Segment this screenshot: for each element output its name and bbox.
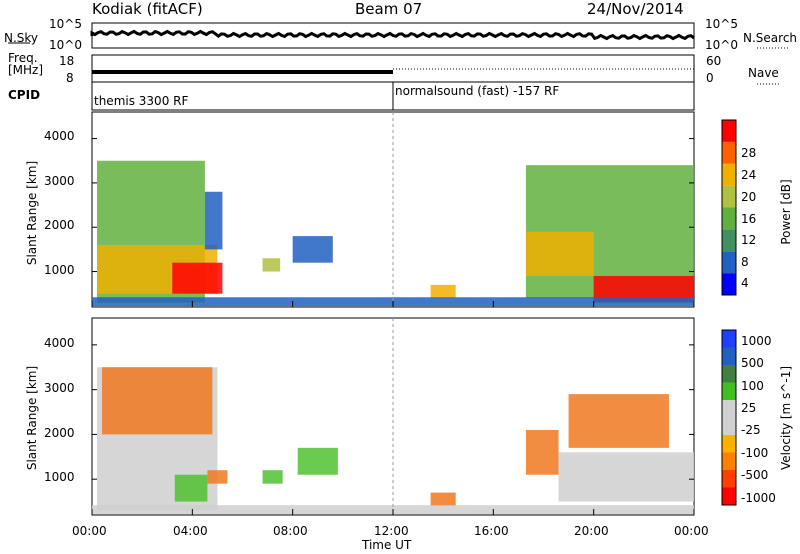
nave-tick-top: 60 <box>706 54 722 68</box>
vel-cb-tick-500: 500 <box>741 356 764 370</box>
vel-ytick-1000: 1000 <box>44 470 75 484</box>
nsearch-tick-bottom: 10^0 <box>705 38 738 52</box>
vel-ytick-2000: 2000 <box>44 426 75 440</box>
velocity-colorbar-seg-2 <box>722 452 736 470</box>
power-ytick-1000: 1000 <box>44 263 75 277</box>
nsearch-tick-top: 10^5 <box>705 17 738 31</box>
vel-ytick-3000: 3000 <box>44 381 75 395</box>
power-colorbar-seg-5 <box>722 163 736 186</box>
velocity-region-7 <box>525 429 559 475</box>
power-cb-tick-4: 4 <box>741 276 749 290</box>
freq-unit: [MHz] <box>8 63 44 77</box>
power-cb-tick-20: 20 <box>741 190 757 204</box>
cpid-left-text: themis 3300 RF <box>94 94 189 108</box>
vel-cb-tick-25: 25 <box>741 401 757 415</box>
power-region-6 <box>430 284 456 299</box>
velocity-region-5 <box>297 447 338 475</box>
vel-cb-label: Velocity [m s^-1] <box>779 365 793 471</box>
power-region-5 <box>292 236 333 263</box>
vel-ylabel: Slant Range [km] <box>25 365 39 471</box>
xlabel: Time UT <box>362 538 412 552</box>
power-ytick-4000: 4000 <box>44 129 75 143</box>
power-ytick-2000: 2000 <box>44 218 75 232</box>
velocity-colorbar-seg-5 <box>722 400 736 418</box>
beam-title: Beam 07 <box>355 0 423 18</box>
power-cb-tick-28: 28 <box>741 146 757 160</box>
velocity-colorbar-seg-0 <box>722 487 736 505</box>
power-region-2 <box>172 262 223 294</box>
power-cb-label: Power [dB] <box>779 179 793 245</box>
velocity-colorbar-seg-4 <box>722 417 736 435</box>
velocity-region-4 <box>262 470 283 484</box>
power-cb-tick-16: 16 <box>741 212 757 226</box>
freq-tick-top: 18 <box>59 54 75 68</box>
power-region-4 <box>262 258 281 272</box>
freq-label: Freq. <box>8 51 38 65</box>
station-title: Kodiak (fitACF) <box>92 0 203 18</box>
velocity-colorbar-seg-6 <box>722 382 736 400</box>
power-cb-tick-12: 12 <box>741 233 757 247</box>
velocity-colorbar-frame <box>721 329 737 506</box>
nsky-label: N.Sky <box>4 31 39 45</box>
power-colorbar-frame <box>721 119 737 296</box>
velocity-region-8 <box>558 452 694 502</box>
velocity-region-6 <box>430 492 456 507</box>
xtick-3: 12:00 <box>374 524 409 538</box>
vel-ytick-4000: 4000 <box>44 336 75 350</box>
vel-cb-tick-1000: 1000 <box>741 334 772 348</box>
xtick-1: 04:00 <box>173 524 208 538</box>
vel-cb-tick-m1000: -1000 <box>741 491 776 505</box>
xtick-5: 20:00 <box>574 524 609 538</box>
vel-cb-tick-m100: -100 <box>741 446 769 460</box>
power-colorbar-seg-6 <box>722 141 736 164</box>
power-region-3 <box>204 191 223 250</box>
nsky-tick-top: 10^5 <box>49 17 82 31</box>
power-ytick-3000: 3000 <box>44 174 75 188</box>
velocity-colorbar-seg-9 <box>722 330 736 348</box>
nsearch-label: N.Search <box>743 31 798 45</box>
vel-cb-tick-m25: -25 <box>741 423 761 437</box>
power-colorbar-seg-7 <box>722 120 736 142</box>
vel-cb-tick-100: 100 <box>741 379 764 393</box>
power-colorbar-seg-0 <box>722 273 736 295</box>
power-colorbar-seg-4 <box>722 185 736 208</box>
nsky-trace <box>90 29 695 41</box>
vel-cb-tick-m500: -500 <box>741 468 769 482</box>
nave-tick-bottom: 0 <box>706 71 714 85</box>
nave-label: Nave <box>748 66 779 80</box>
velocity-colorbar-seg-7 <box>722 365 736 383</box>
xtick-2: 08:00 <box>273 524 308 538</box>
power-colorbar-seg-1 <box>722 251 736 274</box>
velocity-colorbar-seg-3 <box>722 435 736 453</box>
velocity-region-3 <box>207 470 228 484</box>
nsky-tick-bottom: 10^0 <box>49 38 82 52</box>
velocity-region-2 <box>174 474 208 502</box>
velocity-colorbar-seg-1 <box>722 470 736 488</box>
power-colorbar-seg-3 <box>722 207 736 230</box>
cpid-label: CPID <box>8 88 41 102</box>
freq-tick-bottom: 8 <box>66 71 74 85</box>
power-cb-tick-24: 24 <box>741 168 757 182</box>
power-colorbar-seg-2 <box>722 229 736 252</box>
velocity-region-1 <box>102 367 213 435</box>
xtick-4: 16:00 <box>474 524 509 538</box>
velocity-colorbar-seg-8 <box>722 347 736 365</box>
xtick-0: 00:00 <box>72 524 107 538</box>
velocity-region-9 <box>568 394 669 448</box>
cpid-right-text: normalsound (fast) -157 RF <box>395 84 560 98</box>
date-title: 24/Nov/2014 <box>587 0 684 18</box>
xtick-6: 00:00 <box>674 524 709 538</box>
power-cb-tick-8: 8 <box>741 255 749 269</box>
power-region-8 <box>525 231 594 276</box>
power-ylabel: Slant Range [km] <box>25 160 39 266</box>
